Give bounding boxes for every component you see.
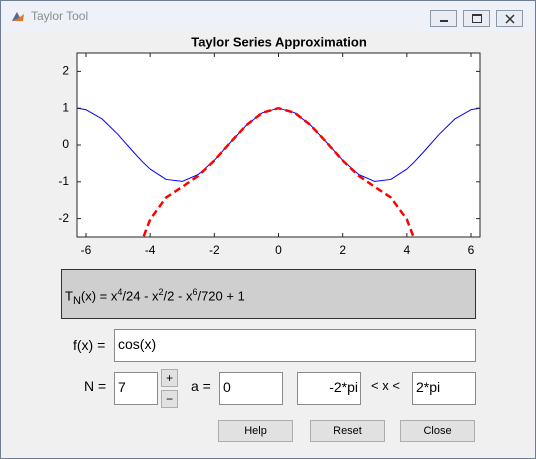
xmin-input[interactable]: -2*pi [297,372,361,405]
expr-text: /720 + 1 [197,288,245,304]
f-label: f(x) = [73,337,106,353]
x-tick-label: 2 [339,243,346,257]
a-label: a = [191,378,211,394]
expr-text: (x) = x [80,288,118,304]
series-line [142,106,415,237]
reset-button[interactable]: Reset [310,420,385,442]
help-button[interactable]: Help [218,420,293,442]
close-button[interactable]: Close [400,420,475,442]
y-tick-label: -1 [58,174,69,188]
close-window-button[interactable] [496,10,523,27]
x-tick-label: 6 [468,243,475,257]
x-tick-label: -6 [81,243,92,257]
x-tick-label: -2 [209,243,220,257]
app-icon [12,12,24,21]
x-tick-label: 4 [404,243,411,257]
expr-text: /24 - x [122,288,159,304]
title-bar: Taylor Tool [1,1,535,31]
x-tick-label: -4 [145,243,156,257]
n-input[interactable]: 7 [114,372,158,405]
window-title: Taylor Tool [31,9,89,23]
y-tick-label: 1 [62,100,69,114]
range-label: < x < [371,378,400,393]
xmax-input[interactable]: 2*pi [412,372,476,405]
expression: TN(x) = x4/24 - x2/2 - x6/720 + 1 [65,287,245,307]
expr-superscript: 2 [158,287,164,297]
plus-button[interactable]: + [161,369,178,387]
expr-superscript: 4 [117,287,123,297]
expr-superscript: 6 [192,287,198,297]
expr-text: T [65,288,73,304]
expr-text: /2 - x [163,288,193,304]
a-input[interactable]: 0 [219,372,283,405]
expression-box: TN(x) = x4/24 - x2/2 - x6/720 + 1 [61,269,476,319]
axes-box [76,52,481,238]
f-input[interactable]: cos(x) [114,329,476,362]
x-tick-label: 0 [275,243,282,257]
y-tick-label: 0 [62,137,69,151]
chart-title: Taylor Series Approximation [191,34,367,49]
minimize-button[interactable] [430,10,457,27]
minus-button[interactable]: − [161,390,178,408]
expr-subscript: N [72,294,81,307]
n-label: N = [84,378,107,394]
maximize-button[interactable] [463,10,490,27]
y-tick-label: 2 [62,64,69,78]
plot: Taylor Series Approximation -6 -4 -2 0 2 4 6 -2… [58,34,481,257]
y-tick-label: -2 [58,211,69,225]
